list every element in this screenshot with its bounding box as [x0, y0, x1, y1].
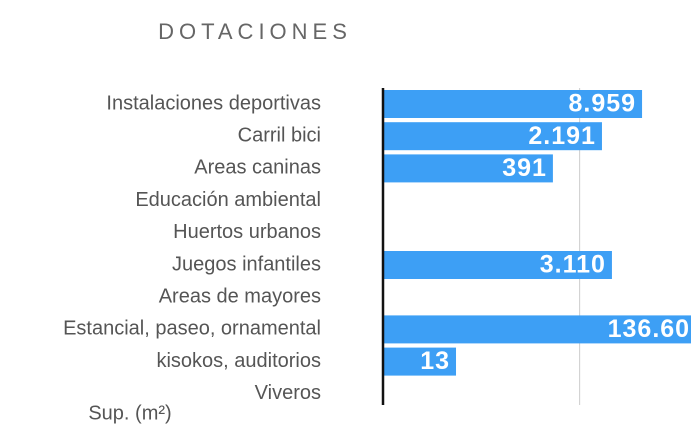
- bar: [383, 154, 553, 183]
- y-tick-label: Educación ambiental: [135, 189, 321, 211]
- y-tick-label: Areas de mayores: [159, 285, 321, 307]
- y-tick-label: Viveros: [255, 382, 321, 404]
- y-tick-label: Carril bici: [238, 124, 321, 146]
- value-label: 13: [420, 347, 450, 375]
- y-tick-label: Juegos infantiles: [172, 253, 321, 275]
- x-axis-label: Sup. (m²): [88, 402, 171, 424]
- y-tick-label: kisokos, auditorios: [156, 350, 321, 372]
- value-label: 391: [502, 154, 547, 182]
- value-label: 2.191: [528, 122, 596, 150]
- y-tick-label: Areas caninas: [194, 157, 321, 179]
- value-label: 3.110: [540, 251, 606, 279]
- bar: [383, 251, 612, 279]
- value-label: 8.959: [568, 90, 636, 118]
- bar: [383, 315, 691, 344]
- bar: [383, 90, 643, 118]
- y-tick-label: Estancial, paseo, ornamental: [63, 318, 321, 340]
- value-label: 136.600: [608, 315, 691, 343]
- y-tick-label: Instalaciones deportivas: [106, 92, 321, 114]
- bar: [383, 347, 457, 376]
- chart-title: DOTACIONES: [158, 19, 352, 44]
- y-tick-label: Huertos urbanos: [173, 221, 321, 243]
- bar: [383, 122, 602, 151]
